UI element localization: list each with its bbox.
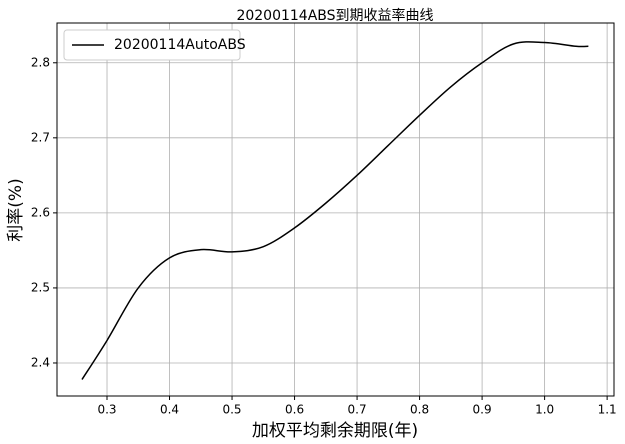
legend-box xyxy=(63,29,241,61)
y-tick-label: 2.6 xyxy=(31,205,50,219)
y-tick-label: 2.8 xyxy=(31,55,50,69)
x-tick-label: 0.4 xyxy=(160,403,179,417)
y-tick-label: 2.7 xyxy=(31,130,50,144)
y-tick-label: 2.5 xyxy=(31,280,50,294)
plot-frame xyxy=(56,22,615,397)
x-tick-label: 1.1 xyxy=(598,403,617,417)
x-axis-label: 加权平均剩余期限(年) xyxy=(252,421,418,441)
x-tick-label: 0.6 xyxy=(285,403,304,417)
legend-label: 20200114AutoABS xyxy=(114,37,246,53)
line-series xyxy=(81,41,589,380)
x-tick-label: 0.5 xyxy=(222,403,241,417)
x-tick-label: 0.7 xyxy=(348,403,367,417)
x-tick-label: 0.3 xyxy=(97,403,116,417)
y-axis-label: 利率(%) xyxy=(6,178,26,241)
chart-title: 20200114ABS到期收益率曲线 xyxy=(236,7,433,24)
x-tick-label: 1.0 xyxy=(535,403,554,417)
x-tick-label: 0.9 xyxy=(473,403,492,417)
y-tick-label: 2.4 xyxy=(31,355,50,369)
x-tick-label: 0.8 xyxy=(410,403,429,417)
